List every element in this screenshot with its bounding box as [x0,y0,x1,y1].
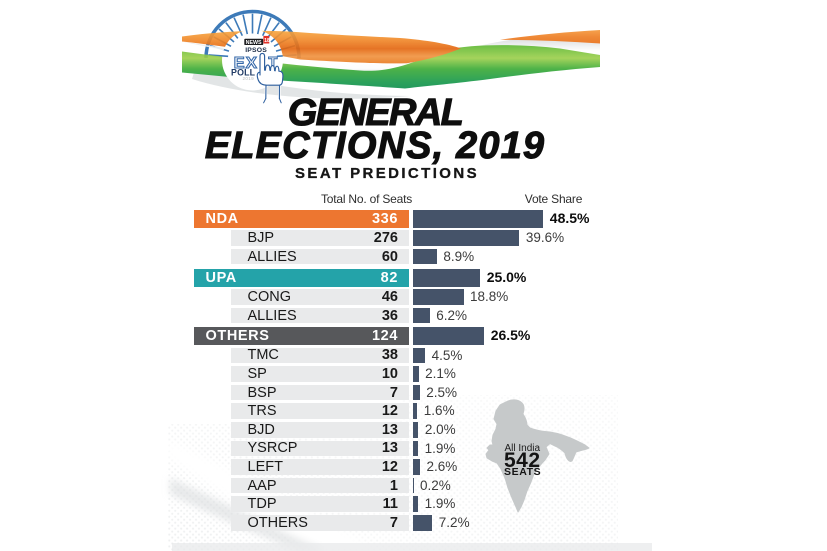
svg-text:T: T [268,55,278,72]
svg-text:IPSOS: IPSOS [245,47,267,54]
svg-text:NEWS: NEWS [246,40,262,46]
svg-text:2019: 2019 [243,76,255,81]
svg-text:X: X [246,55,258,72]
svg-text:18: 18 [264,38,270,44]
svg-text:E: E [234,55,245,72]
svg-text:POLL: POLL [231,67,256,77]
